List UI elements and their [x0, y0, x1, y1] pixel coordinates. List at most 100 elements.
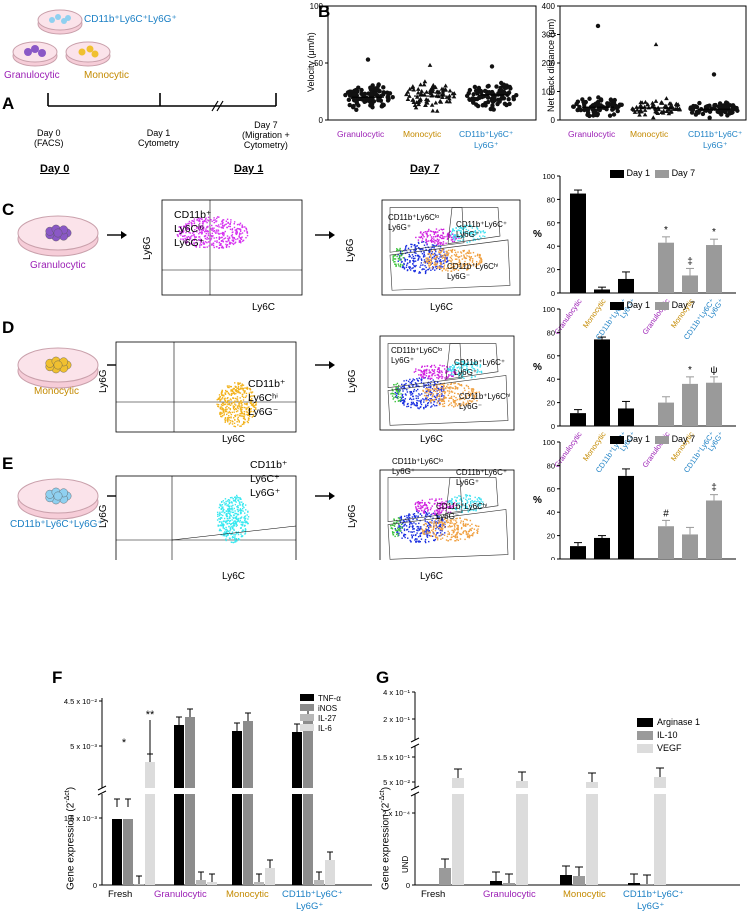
bar-day7 — [706, 382, 722, 426]
event-dot — [184, 241, 187, 243]
event-dot — [450, 397, 453, 400]
event-dot — [237, 400, 239, 402]
f-legend-il27: IL-27 — [300, 714, 341, 724]
event-dot — [245, 387, 248, 389]
event-dot — [234, 536, 236, 538]
event-dot — [219, 503, 221, 506]
c-day1-ylabel: Ly6G — [142, 236, 153, 260]
data-point — [434, 108, 440, 113]
event-dot — [446, 377, 448, 380]
event-dot — [212, 244, 215, 247]
event-dot — [478, 497, 481, 500]
event-dot — [417, 529, 419, 532]
event-dot — [455, 361, 457, 363]
event-dot — [471, 388, 473, 391]
event-dot — [431, 396, 433, 398]
f-bar — [196, 880, 206, 885]
event-dot — [455, 268, 457, 271]
event-dot — [215, 217, 218, 220]
data-point — [429, 102, 435, 107]
event-dot — [422, 234, 424, 236]
event-dot — [233, 524, 236, 527]
g-bar — [628, 883, 640, 885]
event-dot — [201, 231, 203, 233]
event-dot — [440, 242, 443, 244]
event-dot — [201, 218, 203, 220]
event-dot — [425, 258, 428, 260]
event-dot — [230, 541, 233, 543]
event-dot — [436, 509, 439, 511]
legend-c: Day 1 Day 7 — [610, 168, 695, 178]
event-dot — [405, 529, 408, 531]
event-dot — [454, 405, 457, 407]
event-dot — [209, 241, 211, 244]
g-group-double: CD11b⁺Ly6C⁺ — [623, 889, 684, 900]
event-dot — [220, 505, 222, 507]
event-dot — [463, 369, 465, 371]
event-dot — [439, 535, 441, 537]
event-dot — [473, 363, 475, 365]
event-dot — [452, 535, 455, 537]
event-dot — [404, 536, 406, 539]
event-dot — [439, 512, 441, 514]
event-dot — [226, 520, 228, 522]
event-dot — [211, 227, 214, 229]
event-dot — [458, 372, 460, 375]
event-dot — [428, 369, 430, 371]
event-dot — [431, 369, 433, 371]
event-dot — [425, 525, 428, 528]
event-dot — [437, 234, 440, 236]
event-dot — [238, 502, 241, 504]
event-dot — [431, 239, 433, 242]
bar-tick-label: 80 — [547, 195, 555, 204]
event-dot — [224, 410, 226, 412]
event-dot — [468, 536, 470, 539]
event-dot — [450, 366, 452, 368]
event-dot — [419, 256, 421, 258]
data-point — [418, 82, 423, 87]
event-dot — [420, 371, 422, 373]
event-dot — [418, 236, 420, 238]
event-dot — [223, 233, 225, 235]
event-dot — [247, 522, 249, 525]
event-dot — [415, 404, 418, 406]
day1-heading: Day 1 — [234, 163, 264, 175]
event-dot — [413, 515, 416, 517]
panel-label-g: G — [376, 668, 390, 687]
event-dot — [221, 524, 224, 526]
event-dot — [415, 507, 417, 509]
event-dot — [453, 382, 455, 385]
event-dot — [238, 236, 240, 238]
event-dot — [443, 395, 446, 398]
event-dot — [441, 377, 443, 380]
event-dot — [230, 221, 232, 223]
event-dot — [207, 233, 210, 235]
event-dot — [215, 229, 218, 231]
distance-tick-label: 100 — [542, 88, 556, 97]
event-dot — [429, 532, 432, 534]
event-dot — [444, 254, 446, 256]
event-dot — [230, 523, 232, 525]
event-dot — [403, 404, 405, 406]
event-dot — [447, 404, 450, 407]
event-dot — [462, 402, 465, 404]
event-dot — [467, 363, 469, 365]
event-dot — [454, 540, 456, 542]
event-dot — [439, 260, 441, 262]
event-dot — [401, 266, 404, 268]
event-dot — [422, 390, 425, 392]
data-point — [414, 100, 419, 105]
event-dot — [436, 376, 438, 379]
event-dot — [425, 398, 428, 400]
event-dot — [223, 517, 226, 520]
event-dot — [228, 537, 231, 539]
event-dot — [454, 392, 456, 394]
event-dot — [428, 390, 430, 393]
event-dot — [434, 261, 436, 263]
event-dot — [467, 402, 469, 404]
event-dot — [228, 525, 230, 528]
event-dot — [464, 395, 467, 397]
distance-group-double-line2: Ly6G⁺ — [703, 140, 728, 150]
event-dot — [457, 531, 459, 533]
event-dot — [224, 393, 227, 396]
